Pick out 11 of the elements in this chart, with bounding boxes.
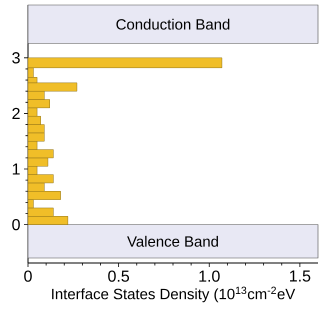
x-tick-label: 1.5: [290, 270, 310, 282]
x-tick-label: 0: [24, 270, 32, 282]
x-tick-label: 0.5: [108, 270, 130, 282]
y-tick-label: 1: [12, 164, 20, 175]
x-axis-title: Interface States Density (10$^{13}$cm$^{-2}$eV: [52, 286, 296, 302]
y-tick-label: 2: [12, 108, 20, 119]
x-tick-label: 1.0: [199, 270, 220, 282]
band-label: Conduction Band: [116, 18, 230, 30]
band-label: Valence Band: [127, 236, 218, 247]
y-tick-label: 0: [12, 218, 20, 230]
y-tick-label: 3: [12, 52, 20, 64]
